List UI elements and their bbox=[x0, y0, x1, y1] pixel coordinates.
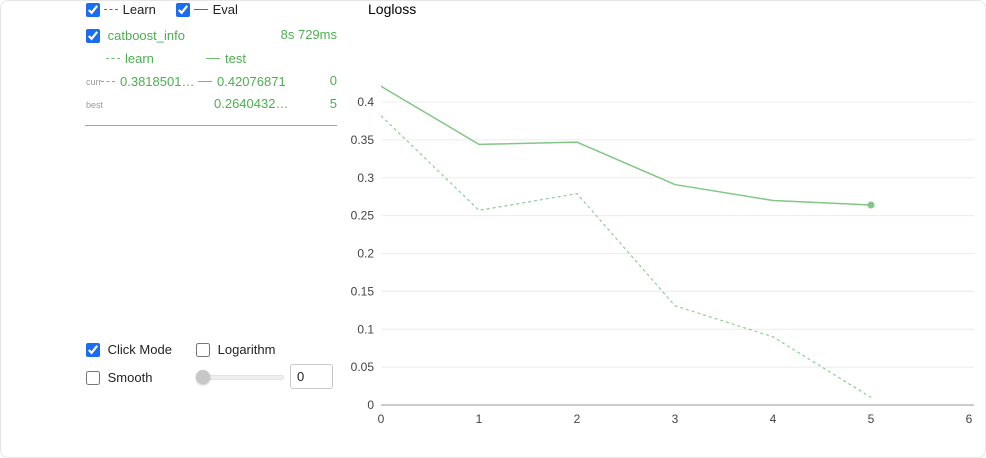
x-tick-label: 1 bbox=[476, 412, 483, 426]
best-test-value: 0.2640432… bbox=[214, 96, 289, 111]
current-values-row: curr 0.3818501… 0.42076871 0 bbox=[85, 73, 337, 89]
y-tick-label: 0.3 bbox=[357, 171, 374, 185]
series-row: catboost_info 8s 729ms bbox=[85, 27, 337, 43]
curr-test-value: 0.42076871 bbox=[217, 74, 286, 90]
x-tick-label: 6 bbox=[966, 412, 973, 426]
click-mode-label: Click Mode bbox=[107, 342, 172, 358]
chart-svg[interactable]: 0 0.05 0.1 0.15 0.2 0.25 0.3 0.35 0.4 0 1 2 3 4 5 6 bbox=[341, 1, 986, 458]
eval-toggle: Eval bbox=[176, 1, 238, 17]
global-legend: Learn Eval bbox=[85, 1, 337, 17]
curr-iteration: 0 bbox=[329, 73, 337, 88]
x-tick-label: 0 bbox=[378, 412, 385, 426]
learn-series-line bbox=[380, 115, 872, 398]
curr-learn-dashed-icon bbox=[101, 81, 115, 83]
y-tick-label: 0.05 bbox=[351, 360, 375, 374]
eval-checkbox[interactable] bbox=[176, 2, 190, 17]
smooth-value-input[interactable] bbox=[290, 364, 333, 389]
curr-test-solid-icon bbox=[198, 81, 212, 83]
panel-divider bbox=[85, 125, 337, 126]
eval-label: Eval bbox=[212, 2, 238, 18]
x-tick-label: 3 bbox=[672, 412, 679, 426]
learn-series-dashed-icon bbox=[106, 58, 120, 60]
logarithm-checkbox[interactable] bbox=[196, 342, 210, 357]
test-series-line bbox=[380, 85, 872, 206]
y-tick-label: 0.35 bbox=[351, 133, 375, 147]
y-tick-label: 0.15 bbox=[351, 284, 375, 298]
learn-dashed-line-icon bbox=[103, 9, 118, 11]
smooth-slider-thumb[interactable] bbox=[196, 370, 210, 384]
series-legend-row: learn test bbox=[85, 50, 337, 66]
learn-label: Learn bbox=[122, 2, 156, 18]
y-tick-label: 0.25 bbox=[351, 209, 375, 223]
x-tick-label: 5 bbox=[868, 412, 875, 426]
elapsed-time: 8s 729ms bbox=[280, 27, 337, 42]
smooth-checkbox[interactable] bbox=[86, 370, 100, 385]
last-point-marker[interactable] bbox=[867, 201, 875, 209]
y-tick-label: 0 bbox=[367, 398, 374, 412]
curr-learn-value: 0.3818501… bbox=[120, 74, 195, 90]
y-tick-label: 0.4 bbox=[357, 95, 374, 109]
series-checkbox[interactable] bbox=[86, 28, 100, 43]
smooth-control: Smooth bbox=[86, 369, 152, 385]
click-mode-control: Click Mode bbox=[86, 341, 172, 357]
logarithm-control: Logarithm bbox=[196, 341, 275, 357]
smooth-label: Smooth bbox=[107, 370, 153, 386]
y-tick-label: 0.1 bbox=[357, 322, 374, 336]
learn-checkbox[interactable] bbox=[86, 2, 100, 17]
learn-toggle: Learn bbox=[86, 1, 156, 17]
test-series-solid-icon bbox=[206, 58, 220, 60]
eval-solid-line-icon bbox=[193, 9, 208, 11]
best-iteration: 5 bbox=[329, 96, 337, 111]
best-label: best bbox=[86, 100, 104, 110]
test-series-label: test bbox=[225, 51, 246, 67]
best-values-row: best 0.2640432… 5 bbox=[85, 96, 337, 112]
click-mode-checkbox[interactable] bbox=[86, 342, 100, 357]
x-tick-label: 2 bbox=[574, 412, 581, 426]
curr-label: curr bbox=[86, 77, 102, 87]
y-tick-label: 0.2 bbox=[357, 247, 374, 261]
logarithm-label: Logarithm bbox=[217, 342, 276, 358]
learn-series-label: learn bbox=[125, 51, 154, 67]
x-tick-label: 4 bbox=[770, 412, 777, 426]
series-name[interactable]: catboost_info bbox=[107, 28, 185, 44]
chart-title: Logloss bbox=[368, 1, 417, 17]
